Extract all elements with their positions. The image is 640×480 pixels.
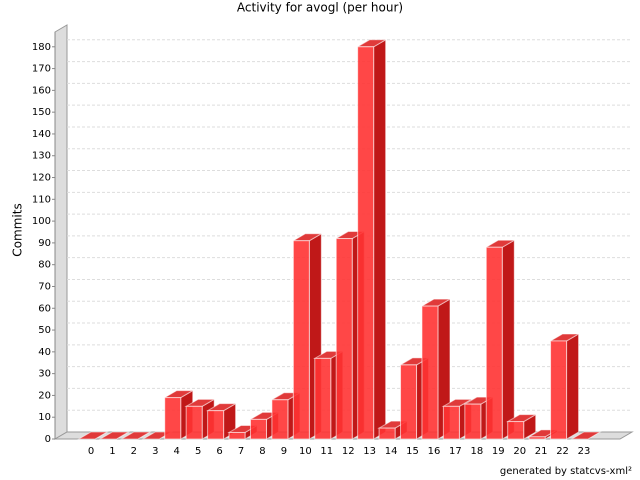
y-tick-label: 150 [32,107,51,118]
y-tick-label: 170 [32,64,51,75]
bar [98,431,131,440]
x-tick-label: 4 [174,446,180,457]
x-tick-label: 12 [342,446,355,457]
x-tick-label: 20 [513,446,526,457]
y-tick-label: 50 [38,325,51,336]
y-tick-label: 100 [32,216,51,227]
bar [484,239,517,440]
y-tick-label: 110 [32,194,51,205]
x-tick-label: 1 [109,446,115,457]
x-tick-label: 18 [470,446,483,457]
y-tick-label: 160 [32,85,51,96]
y-tick-label: 60 [38,303,51,314]
side-wall [54,24,68,440]
y-tick-label: 180 [32,42,51,53]
x-tick-label: 19 [492,446,505,457]
x-tick-label: 3 [152,446,158,457]
bar [548,333,581,440]
y-tick-label: 40 [38,347,51,358]
y-tick-label: 10 [38,412,51,423]
x-tick-label: 23 [578,446,591,457]
x-tick-label: 10 [299,446,312,457]
bar [120,431,152,440]
y-tick-label: 140 [32,129,51,140]
y-tick-label: 120 [32,173,51,184]
y-tick-label: 90 [38,238,51,249]
y-tick-label: 130 [32,151,51,162]
bar [355,38,388,440]
x-tick-label: 22 [556,446,569,457]
bar [570,431,602,440]
y-tick-label: 70 [38,281,51,292]
x-tick-label: 17 [449,446,462,457]
y-tick-label: 20 [38,390,51,401]
x-tick-label: 14 [385,446,398,457]
x-tick-label: 2 [131,446,137,457]
footer: generated by statcvs-xml² [500,466,632,477]
x-tick-label: 21 [535,446,548,457]
x-tick-label: 6 [216,446,222,457]
bar [77,431,109,440]
x-tick-label: 11 [320,446,333,457]
x-tick-label: 15 [406,446,419,457]
x-tick-label: 16 [428,446,441,457]
bar [505,413,538,440]
x-tick-label: 5 [195,446,201,457]
x-tick-label: 7 [238,446,244,457]
y-tick-label: 30 [38,369,51,380]
y-tick-label: 80 [38,260,51,271]
x-tick-label: 13 [363,446,376,457]
chart-title: Activity for avogl (per hour) [237,1,403,15]
x-tick-label: 9 [281,446,287,457]
y-axis-label: Commits [11,203,25,256]
x-tick-label: 0 [88,446,94,457]
y-tick-label: 0 [45,434,51,445]
x-tick-label: 8 [259,446,265,457]
